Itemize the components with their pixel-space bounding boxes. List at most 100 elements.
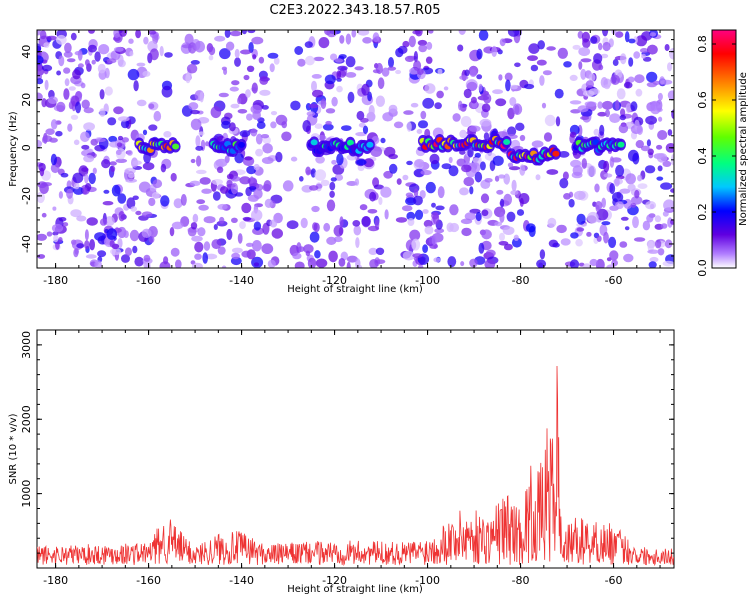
band-core [552,150,560,157]
noise-speckle [395,217,408,223]
noise-speckle [419,190,426,199]
noise-speckle [443,86,449,91]
noise-speckle [53,234,59,243]
noise-speckle [221,265,227,268]
noise-speckle [113,46,124,52]
noise-speckle [355,237,360,249]
noise-speckle [357,30,370,36]
noise-speckle [304,41,313,48]
noise-speckle [434,228,445,234]
noise-speckle [73,182,80,190]
noise-speckle [225,41,235,51]
noise-speckle [346,181,358,186]
noise-speckle [463,88,472,99]
noise-speckle [75,101,82,114]
noise-speckle [189,180,201,186]
noise-speckle [623,81,633,89]
snr-series-line [37,365,674,567]
noise-speckle [297,58,306,67]
noise-speckle [437,68,443,75]
noise-speckle [611,30,617,35]
noise-speckle [499,232,505,242]
noise-speckle [578,47,591,57]
noise-speckle [531,140,544,148]
noise-speckle [577,105,589,113]
noise-speckle [654,239,662,249]
noise-speckle [547,217,557,228]
noise-speckle [615,164,625,177]
noise-speckle [121,137,129,143]
noise-speckle [635,35,648,47]
noise-speckle [441,163,452,170]
noise-speckle [211,179,224,185]
noise-speckle [539,249,546,260]
noise-speckle [248,42,254,53]
noise-speckle [362,125,369,134]
noise-speckle [195,145,204,151]
noise-speckle [132,160,142,165]
noise-speckle [151,192,160,199]
noise-speckle [575,238,583,247]
noise-speckle [219,216,225,224]
noise-speckle [408,35,416,48]
noise-speckle [630,101,638,112]
noise-speckle [56,101,66,113]
noise-speckle [378,197,383,205]
noise-speckle [99,108,106,117]
noise-speckle [104,86,113,96]
noise-speckle [511,237,522,248]
noise-speckle [309,231,320,243]
noise-speckle [94,51,101,62]
noise-speckle [563,61,572,68]
noise-speckle [203,216,216,224]
noise-speckle [184,33,194,45]
noise-speckle [516,209,525,216]
noise-speckle [417,39,428,46]
noise-speckle [393,121,404,129]
noise-speckle [106,228,118,240]
noise-speckle [422,209,429,214]
noise-speckle [141,228,152,238]
noise-speckle [631,196,643,205]
noise-speckle [588,73,596,82]
noise-speckle [636,125,644,135]
noise-speckle [117,116,130,122]
noise-speckle [63,88,70,100]
noise-speckle [569,74,578,81]
noise-speckle [595,258,605,268]
noise-speckle [504,72,513,82]
noise-speckle [480,193,490,204]
noise-speckle [429,243,438,249]
noise-speckle [83,122,95,131]
noise-speckle [186,63,198,74]
noise-speckle [234,48,240,59]
noise-speckle [634,74,645,84]
noise-speckle [88,172,96,185]
noise-speckle [117,135,124,141]
noise-speckle [431,211,439,220]
noise-speckle [37,181,47,189]
noise-speckle [536,59,547,66]
noise-speckle [645,115,657,125]
noise-speckle [491,45,498,58]
x-tick-label: -60 [605,574,623,587]
noise-speckle [459,75,469,81]
noise-speckle [576,227,585,232]
noise-speckle [544,114,556,127]
noise-speckle [558,151,570,158]
x-tick-label: -80 [512,274,530,287]
noise-speckle [37,191,45,204]
noise-speckle [413,51,418,63]
noise-speckle [503,193,512,206]
noise-speckle [220,186,229,194]
noise-speckle [413,60,422,71]
noise-speckle [587,165,597,177]
noise-speckle [239,176,251,185]
noise-speckle [242,216,252,221]
noise-speckle [513,234,519,241]
noise-speckle [37,55,44,65]
noise-speckle [203,241,211,251]
noise-speckle [433,257,441,263]
noise-speckle [286,220,299,230]
